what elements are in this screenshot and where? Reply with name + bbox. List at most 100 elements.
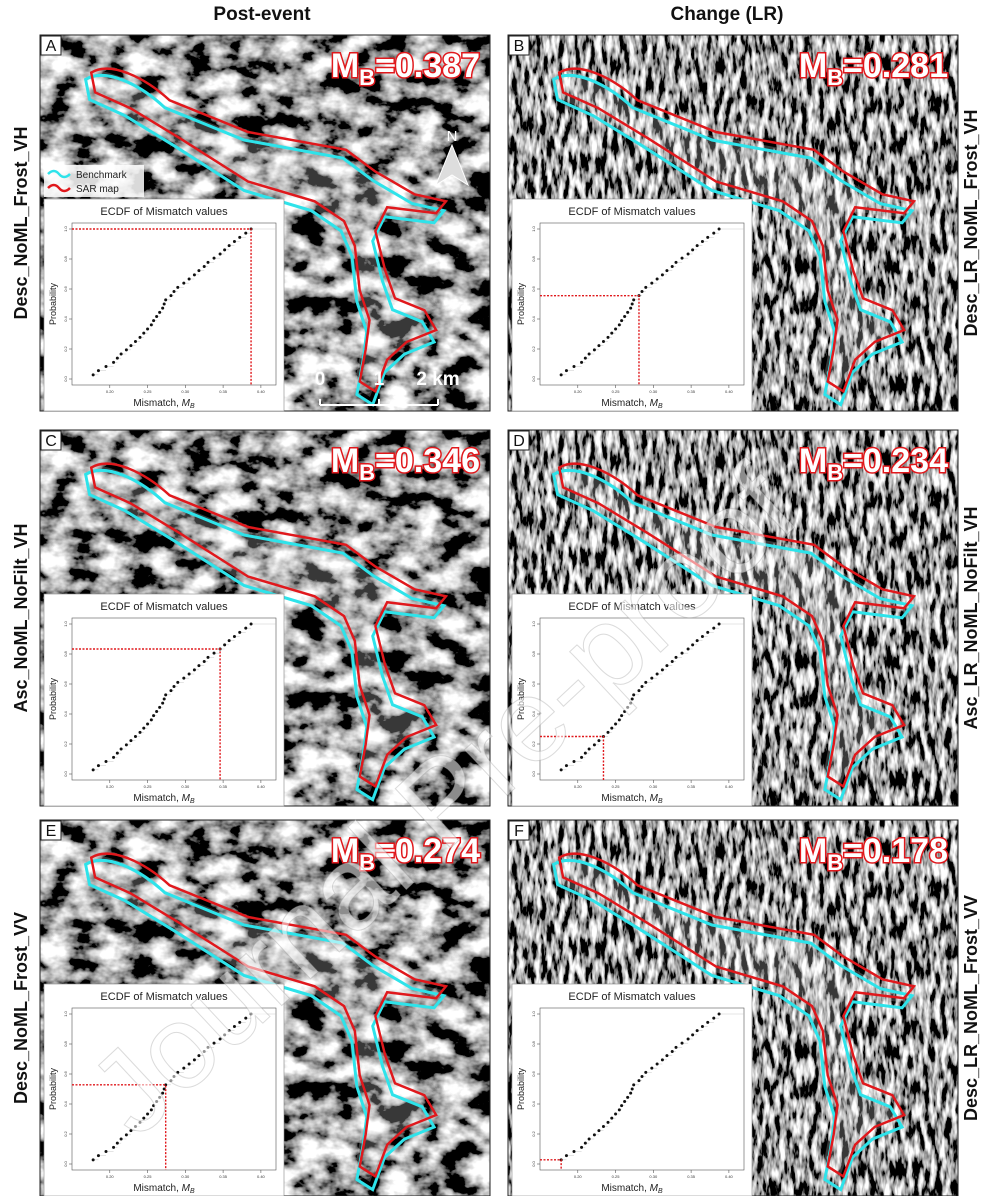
ecdf-point: [712, 1017, 715, 1020]
ecdf-point: [193, 273, 196, 276]
mismatch-value: =0.178: [843, 832, 948, 870]
ecdf-point: [626, 311, 629, 314]
y-axis-label: Probability: [48, 677, 58, 720]
ecdf-point: [142, 332, 145, 335]
x-tick-label: 0.30: [649, 784, 658, 789]
ecdf-point: [228, 244, 231, 247]
ecdf-point: [712, 232, 715, 235]
row-label: Desc_NoML_Frost_VV: [11, 912, 31, 1104]
mismatch-value: =0.281: [843, 47, 948, 85]
x-tick-label: 0.20: [574, 784, 583, 789]
x-axis-label: Mismatch, MB: [601, 793, 663, 805]
inset-title: ECDF of Mismatch values: [100, 206, 228, 218]
x-tick-label: 0.40: [257, 389, 266, 394]
north-label: N: [447, 128, 458, 145]
ecdf-point: [134, 340, 137, 343]
y-tick-label: 0.6: [63, 285, 68, 291]
ecdf-point: [97, 1154, 100, 1157]
x-axis-label: Mismatch, MB: [601, 398, 663, 410]
ecdf-point: [580, 1146, 583, 1149]
ecdf-point: [97, 764, 100, 767]
ecdf-point: [675, 1046, 678, 1049]
ecdf-point: [158, 706, 161, 709]
mismatch-label: MB=0.387: [331, 47, 480, 90]
y-axis-label: Probability: [516, 282, 526, 325]
figure: Post-eventChange (LR)AMB=0.387ECDF of Mi…: [0, 0, 987, 1196]
y-tick-label: 0.8: [531, 1040, 536, 1046]
ecdf-point: [614, 328, 617, 331]
y-tick-label: 1.0: [531, 225, 536, 231]
y-tick-label: 0.0: [63, 770, 68, 776]
ecdf-point: [213, 257, 216, 260]
column-header: Change (LR): [671, 4, 784, 25]
x-tick-label: 0.40: [725, 784, 734, 789]
y-tick-label: 0.4: [63, 315, 68, 321]
panel-letter: B: [514, 38, 525, 55]
ecdf-point: [656, 278, 659, 281]
ecdf-point: [173, 685, 176, 688]
mismatch-label: MB=0.346: [331, 442, 480, 485]
x-axis-label-subscript: B: [190, 1188, 195, 1195]
x-tick-label: 0.20: [106, 389, 115, 394]
ecdf-point: [176, 286, 179, 289]
ecdf-point: [125, 1133, 128, 1136]
y-tick-label: 0.0: [531, 1160, 536, 1166]
ecdf-point: [163, 698, 166, 701]
ecdf-point: [565, 369, 568, 372]
y-tick-label: 0.2: [63, 740, 68, 746]
ecdf-point: [623, 315, 626, 318]
ecdf-point: [607, 336, 610, 339]
ecdf-point: [169, 294, 172, 297]
ecdf-point: [176, 681, 179, 684]
ecdf-point: [644, 1071, 647, 1074]
ecdf-point: [223, 643, 226, 646]
ecdf-point: [593, 348, 596, 351]
x-tick-label: 0.40: [257, 784, 266, 789]
ecdf-point: [152, 319, 155, 322]
ecdf-point: [129, 739, 132, 742]
ecdf-point: [105, 1150, 108, 1153]
ecdf-point: [701, 240, 704, 243]
x-tick-label: 0.40: [725, 389, 734, 394]
ecdf-point: [188, 278, 191, 281]
x-tick-label: 0.35: [219, 389, 228, 394]
ecdf-point: [623, 1100, 626, 1103]
x-tick-label: 0.25: [612, 1174, 621, 1179]
ecdf-point: [681, 257, 684, 260]
ecdf-point: [164, 298, 167, 301]
ecdf-point: [112, 1146, 115, 1149]
ecdf-point: [607, 1121, 610, 1124]
ecdf-point: [656, 1063, 659, 1066]
ecdf-point: [665, 269, 668, 272]
row-label: Asc_NoML_NoFilt_VH: [11, 523, 31, 712]
mismatch-value: =0.234: [843, 442, 948, 480]
ecdf-point: [602, 340, 605, 343]
x-tick-label: 0.40: [257, 1174, 266, 1179]
x-axis-label-text: Mismatch,: [601, 398, 649, 409]
ecdf-point: [182, 677, 185, 680]
x-tick-label: 0.20: [574, 389, 583, 394]
ecdf-point: [203, 660, 206, 663]
mismatch-symbol: M: [331, 47, 359, 85]
ecdf-point: [631, 303, 634, 306]
ecdf-point: [244, 232, 247, 235]
ecdf-point: [203, 265, 206, 268]
y-tick-label: 0.0: [531, 375, 536, 381]
ecdf-point: [125, 348, 128, 351]
y-tick-label: 0.6: [63, 1070, 68, 1076]
ecdf-point: [139, 336, 142, 339]
y-tick-label: 0.0: [63, 375, 68, 381]
ecdf-point: [152, 714, 155, 717]
ecdf-point: [112, 756, 115, 759]
ecdf-point: [560, 373, 563, 376]
ecdf-point: [233, 635, 236, 638]
scale-label: 2 km: [416, 369, 459, 390]
ecdf-point: [146, 723, 149, 726]
ecdf-point: [632, 1083, 635, 1086]
y-tick-label: 1.0: [63, 225, 68, 231]
row-label: Desc_LR_NoML_Frost_VV: [961, 895, 981, 1121]
ecdf-point: [120, 1138, 123, 1141]
x-axis-label-subscript: B: [658, 403, 663, 410]
inset-title: ECDF of Mismatch values: [100, 601, 228, 613]
mismatch-value: =0.387: [375, 47, 480, 85]
